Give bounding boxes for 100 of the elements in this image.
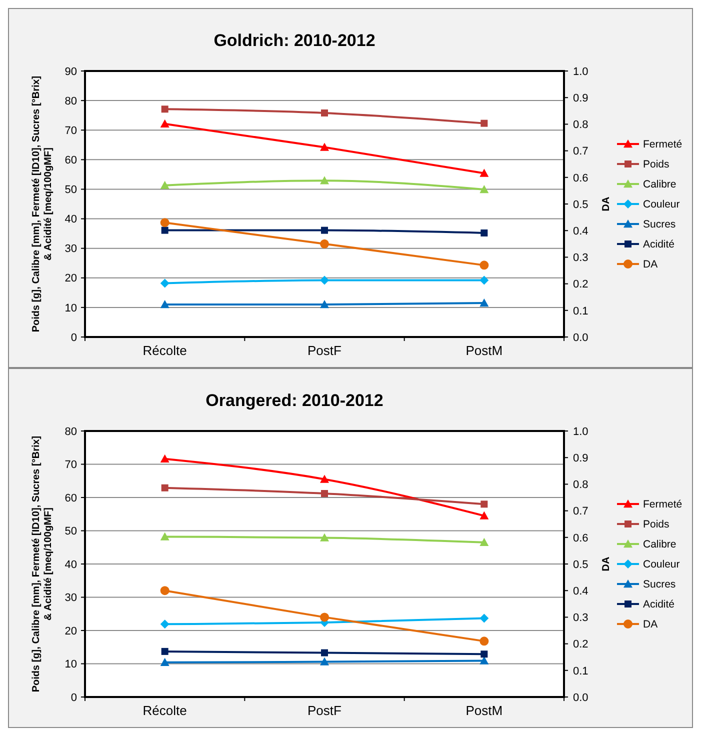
y-tick-label: 10 <box>64 658 77 671</box>
y2-tick-label: 0.9 <box>573 452 588 464</box>
y-tick-label: 70 <box>64 124 77 137</box>
y-tick-label: 40 <box>64 558 77 571</box>
y-tick-label: 60 <box>64 154 77 167</box>
point <box>320 142 329 151</box>
point <box>320 176 329 184</box>
point <box>161 484 168 492</box>
x-tick-label: PostM <box>466 343 503 358</box>
point <box>160 180 170 189</box>
legend-label: Fermeté <box>643 498 682 511</box>
y2-tick-label: 0.5 <box>573 558 588 571</box>
point <box>161 226 168 234</box>
y-tick-label: 20 <box>64 272 77 285</box>
y2-tick-label: 0.2 <box>573 638 588 651</box>
point <box>480 538 489 546</box>
y-tick-label: 0 <box>70 692 77 704</box>
point <box>480 185 489 194</box>
chart-title: Orangered: 2010-2012 <box>206 391 384 410</box>
point <box>321 226 328 234</box>
point <box>321 490 328 498</box>
y2-tick-label: 0.5 <box>573 198 588 211</box>
legend-label: Sucres <box>643 578 676 591</box>
y2-tick-label: 0.9 <box>573 92 588 104</box>
point <box>320 657 329 666</box>
legend-label: Calibre <box>643 538 676 551</box>
x-tick-label: PostF <box>308 343 342 358</box>
legend-label: Couleur <box>643 198 680 211</box>
y2-tick-label: 1.0 <box>573 426 588 438</box>
y2-tick-label: 0.4 <box>573 225 588 238</box>
point <box>480 511 489 520</box>
x-tick-label: PostF <box>308 703 342 718</box>
y-tick-label: 50 <box>64 526 77 538</box>
point <box>321 649 328 656</box>
chart-title: Goldrich: 2010-2012 <box>214 31 376 50</box>
legend-label: Fermeté <box>643 138 682 151</box>
y2-tick-label: 0.2 <box>573 278 588 291</box>
point <box>160 119 170 128</box>
point <box>160 300 170 308</box>
y2-axis-title: DA <box>601 196 612 212</box>
legend-label: Acidité <box>643 238 675 251</box>
point <box>480 298 489 307</box>
x-tick-label: PostM <box>466 703 503 718</box>
y-axis-title: Poids [g], Calibre [mm], Fermeté [ID10], Sucres [°Brix] & Acidité [meq/100gMF] <box>31 76 54 332</box>
legend-label: Poids <box>643 158 670 171</box>
legend-label: Poids <box>643 518 670 531</box>
y-tick-label: 0 <box>70 332 77 344</box>
y-tick-label: 70 <box>64 459 77 472</box>
x-tick-label: Récolte <box>142 703 187 718</box>
y2-tick-label: 0.6 <box>573 172 588 184</box>
y2-tick-label: 0.8 <box>573 479 588 492</box>
y2-tick-label: 0.1 <box>573 665 588 678</box>
y2-tick-label: 0.8 <box>573 119 588 132</box>
point <box>480 650 488 658</box>
point <box>480 276 489 285</box>
point <box>480 636 489 646</box>
y-tick-label: 30 <box>64 592 77 604</box>
point <box>320 239 329 248</box>
y-tick-label: 40 <box>64 214 77 226</box>
legend-label: Couleur <box>643 558 680 571</box>
x-tick-label: Récolte <box>142 343 187 358</box>
y2-tick-label: 0.6 <box>573 532 588 544</box>
legend-label: Calibre <box>643 178 676 191</box>
y2-tick-label: 0.7 <box>573 506 588 518</box>
y-tick-label: 80 <box>64 426 77 438</box>
point <box>321 109 328 116</box>
point <box>320 300 329 308</box>
point <box>160 658 170 666</box>
y-tick-label: 20 <box>64 625 77 638</box>
y2-tick-label: 0.1 <box>573 305 588 318</box>
point <box>160 278 170 288</box>
point <box>160 586 170 596</box>
y-tick-label: 80 <box>64 95 77 108</box>
y2-tick-label: 0.0 <box>573 692 588 704</box>
y2-axis-title: DA <box>601 556 612 572</box>
point <box>320 474 329 483</box>
y2-tick-label: 0.7 <box>573 146 588 158</box>
point <box>160 620 170 629</box>
point <box>480 260 489 270</box>
point <box>320 276 329 285</box>
y2-tick-label: 0.3 <box>573 612 588 624</box>
point <box>480 229 488 236</box>
legend-label: DA <box>643 258 658 271</box>
point <box>161 106 168 113</box>
point <box>480 168 489 177</box>
point <box>160 454 170 463</box>
y2-tick-label: 0.0 <box>573 332 588 344</box>
legend-label: Sucres <box>643 218 676 231</box>
point <box>320 612 329 622</box>
point <box>160 218 170 228</box>
y2-tick-label: 1.0 <box>573 66 588 78</box>
y-tick-label: 50 <box>64 184 77 196</box>
legend-label: Acidité <box>643 598 675 611</box>
y-tick-label: 60 <box>64 492 77 504</box>
y-tick-label: 10 <box>64 302 77 314</box>
point <box>160 532 170 540</box>
point <box>161 648 168 655</box>
point <box>480 614 489 623</box>
y-tick-label: 90 <box>64 66 77 78</box>
y-tick-label: 30 <box>64 243 77 256</box>
